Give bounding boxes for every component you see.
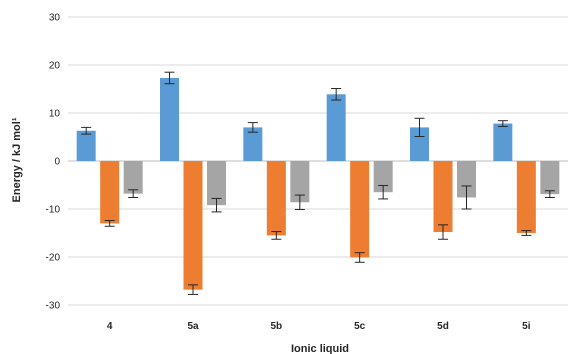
- y-tick-label: 30: [49, 13, 61, 24]
- error-bar: [354, 252, 365, 263]
- bars: [76, 77, 560, 290]
- bar: [433, 161, 453, 233]
- error-bar: [438, 224, 448, 240]
- bar: [410, 127, 429, 161]
- error-bar: [271, 231, 282, 240]
- error-bar: [294, 194, 305, 210]
- error-bar: [378, 184, 389, 200]
- bar: [183, 161, 203, 290]
- bar: [123, 161, 143, 194]
- error-bar: [521, 230, 532, 236]
- error-bars: [81, 71, 555, 295]
- x-category-label: 5d: [437, 321, 449, 332]
- y-tick-label: 0: [54, 157, 60, 168]
- bar: [207, 161, 226, 206]
- error-bar: [211, 197, 222, 213]
- y-tick-label: -10: [46, 205, 61, 216]
- error-bar: [247, 122, 258, 133]
- bar: [266, 161, 286, 236]
- x-axis-categories: 4 5a 5b 5c 5d 5i: [107, 321, 531, 332]
- x-category-label: 5i: [522, 321, 531, 332]
- y-tick-label: 10: [49, 109, 61, 120]
- y-axis-title: Energy / kJ mol¹: [11, 117, 23, 202]
- error-bar: [544, 190, 555, 198]
- x-category-label: 5a: [187, 321, 199, 332]
- y-tick-label: -20: [46, 253, 61, 264]
- y-tick-label: 20: [49, 61, 61, 72]
- bar: [516, 161, 536, 233]
- x-category-label: 5c: [354, 321, 366, 332]
- error-bar: [128, 189, 139, 198]
- bar: [350, 161, 370, 258]
- gridlines: [68, 16, 568, 306]
- y-axis-ticks: 30 20 10 0 -10 -20 -30: [46, 13, 61, 312]
- error-bar: [81, 126, 92, 135]
- x-category-label: 4: [107, 321, 113, 332]
- error-bar: [461, 185, 472, 210]
- bar: [493, 123, 513, 161]
- y-tick-label: -30: [46, 301, 61, 312]
- error-bar: [331, 88, 342, 101]
- bar: [540, 161, 560, 195]
- x-axis-title: Ionic liquid: [291, 343, 349, 354]
- error-bar: [497, 120, 508, 127]
- bar: [243, 127, 263, 161]
- error-bar: [414, 117, 425, 138]
- bar: [76, 130, 96, 161]
- error-bar: [188, 284, 198, 295]
- bar: [457, 161, 476, 198]
- x-category-label: 5b: [270, 321, 282, 332]
- bar: [373, 161, 393, 193]
- error-bar: [104, 220, 115, 227]
- bar: [326, 94, 346, 161]
- error-bar: [164, 71, 175, 85]
- bar: [100, 161, 120, 224]
- bar: [160, 77, 179, 161]
- bar: [290, 161, 310, 203]
